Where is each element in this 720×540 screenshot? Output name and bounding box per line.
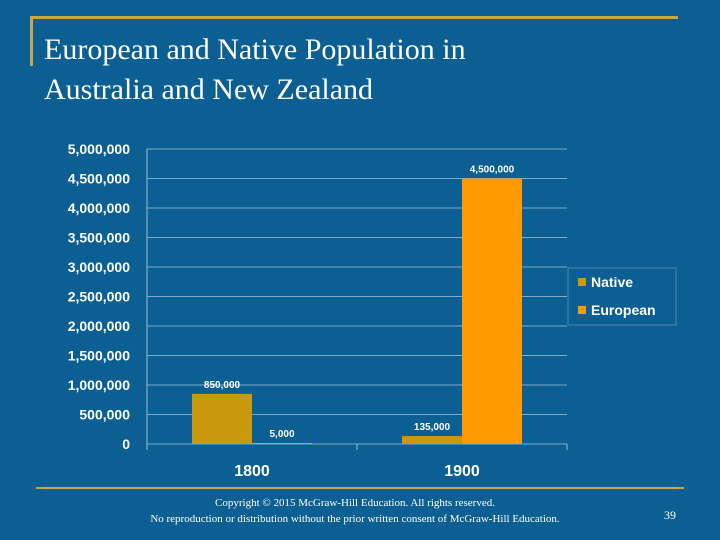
legend-swatch-native (578, 278, 586, 286)
copyright-line-1: Copyright © 2015 McGraw-Hill Education. … (215, 497, 495, 509)
y-tick-label: 1,500,000 (68, 348, 130, 364)
population-bar-chart: 0 500,000 1,000,000 1,500,000 2,000,000 2,500… (68, 141, 677, 480)
data-label: 850,000 (204, 380, 241, 391)
y-tick-label: 2,000,000 (68, 318, 130, 334)
legend-swatch-european (578, 306, 586, 314)
page-number: 39 (664, 508, 676, 522)
slide-title-line-1: European and Native Population in (44, 33, 466, 66)
y-tick-label: 3,500,000 (68, 230, 130, 246)
y-tick-label: 4,500,000 (68, 171, 130, 187)
data-label: 4,500,000 (470, 165, 515, 176)
footer-divider (36, 487, 684, 489)
y-tick-label: 4,000,000 (68, 200, 130, 216)
slide-title-line-2: Australia and New Zealand (44, 73, 374, 106)
legend-label-native: Native (591, 274, 633, 290)
bar-native-1800 (192, 393, 252, 444)
y-tick-label: 5,000,000 (68, 141, 130, 157)
y-tick-label: 0 (122, 436, 130, 452)
legend-box (567, 267, 677, 326)
data-label: 5,000 (269, 429, 294, 440)
copyright-line-2: No reproduction or distribution without … (150, 513, 560, 525)
bar-native-1900 (402, 436, 462, 444)
y-tick-label: 2,500,000 (68, 289, 130, 305)
title-accent-line (30, 16, 678, 19)
bar-european-1800 (252, 443, 312, 444)
y-tick-label: 1,000,000 (68, 377, 130, 393)
x-category-label: 1800 (234, 463, 270, 480)
legend-label-european: European (591, 302, 656, 318)
slide-title: European and Native Population in Austra… (44, 30, 664, 110)
y-tick-label: 3,000,000 (68, 259, 130, 275)
copyright-notice: Copyright © 2015 McGraw-Hill Education. … (120, 495, 590, 527)
title-accent-bar (30, 16, 33, 66)
bar-european-1900 (462, 178, 522, 444)
data-label: 135,000 (414, 422, 451, 433)
x-category-label: 1900 (444, 463, 480, 480)
y-tick-label: 500,000 (79, 407, 130, 423)
